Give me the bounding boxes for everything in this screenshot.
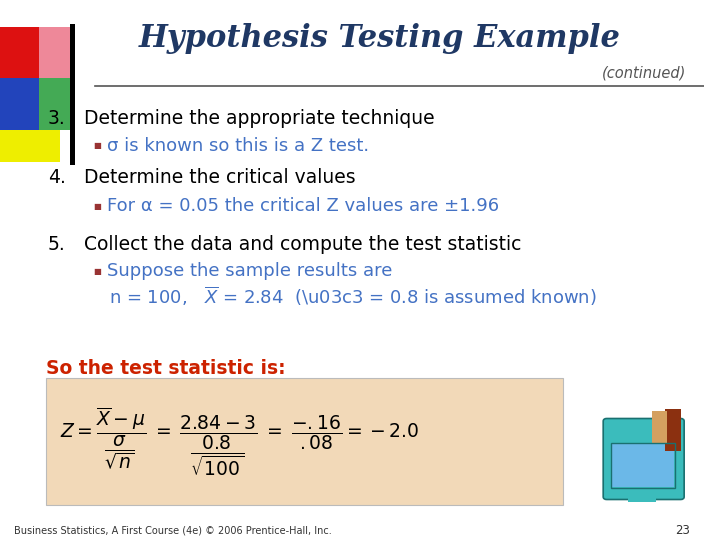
Text: 23: 23 [675, 524, 690, 537]
Text: ■: ■ [93, 202, 101, 211]
Text: 4.: 4. [48, 167, 66, 187]
Bar [39, 78, 73, 130]
Text: So the test statistic is:: So the test statistic is: [46, 359, 285, 378]
Text: σ is known so this is a Z test.: σ is known so this is a Z test. [107, 137, 369, 155]
Text: ■: ■ [93, 267, 101, 275]
Text: For α = 0.05 the critical Z values are ±1.96: For α = 0.05 the critical Z values are ±… [107, 197, 499, 215]
Text: Collect the data and compute the test statistic: Collect the data and compute the test st… [84, 234, 522, 254]
Bar [611, 443, 675, 488]
Text: ■: ■ [93, 141, 101, 150]
Text: Suppose the sample results are: Suppose the sample results are [107, 262, 392, 280]
Text: 3.: 3. [48, 109, 66, 129]
Bar [665, 409, 680, 451]
Text: Determine the critical values: Determine the critical values [84, 167, 356, 187]
FancyBboxPatch shape [603, 418, 684, 500]
Text: 5.: 5. [48, 234, 66, 254]
Bar [652, 411, 667, 443]
Bar [0, 27, 39, 78]
Text: Determine the appropriate technique: Determine the appropriate technique [84, 109, 435, 129]
Bar [628, 495, 656, 502]
Text: $Z = \dfrac{\overline{X} - \mu}{\dfrac{\sigma}{\sqrt{n}}}$$\;=\; \dfrac{2.84 - 3: $Z = \dfrac{\overline{X} - \mu}{\dfrac{\… [60, 405, 419, 478]
Text: Hypothesis Testing Example: Hypothesis Testing Example [139, 23, 621, 55]
Bar [70, 24, 75, 165]
Bar [0, 130, 39, 162]
Bar [39, 27, 73, 78]
Bar [612, 444, 674, 487]
Text: (continued): (continued) [602, 65, 686, 80]
Text: n = 100,   $\overline{X}$ = 2.84  (\u03c3 = 0.8 is assumed known): n = 100, $\overline{X}$ = 2.84 (\u03c3 =… [109, 284, 597, 308]
Text: Business Statistics, A First Course (4e) © 2006 Prentice-Hall, Inc.: Business Statistics, A First Course (4e)… [14, 525, 332, 535]
Bar [46, 378, 563, 505]
Bar [39, 130, 60, 162]
Bar [0, 78, 39, 130]
